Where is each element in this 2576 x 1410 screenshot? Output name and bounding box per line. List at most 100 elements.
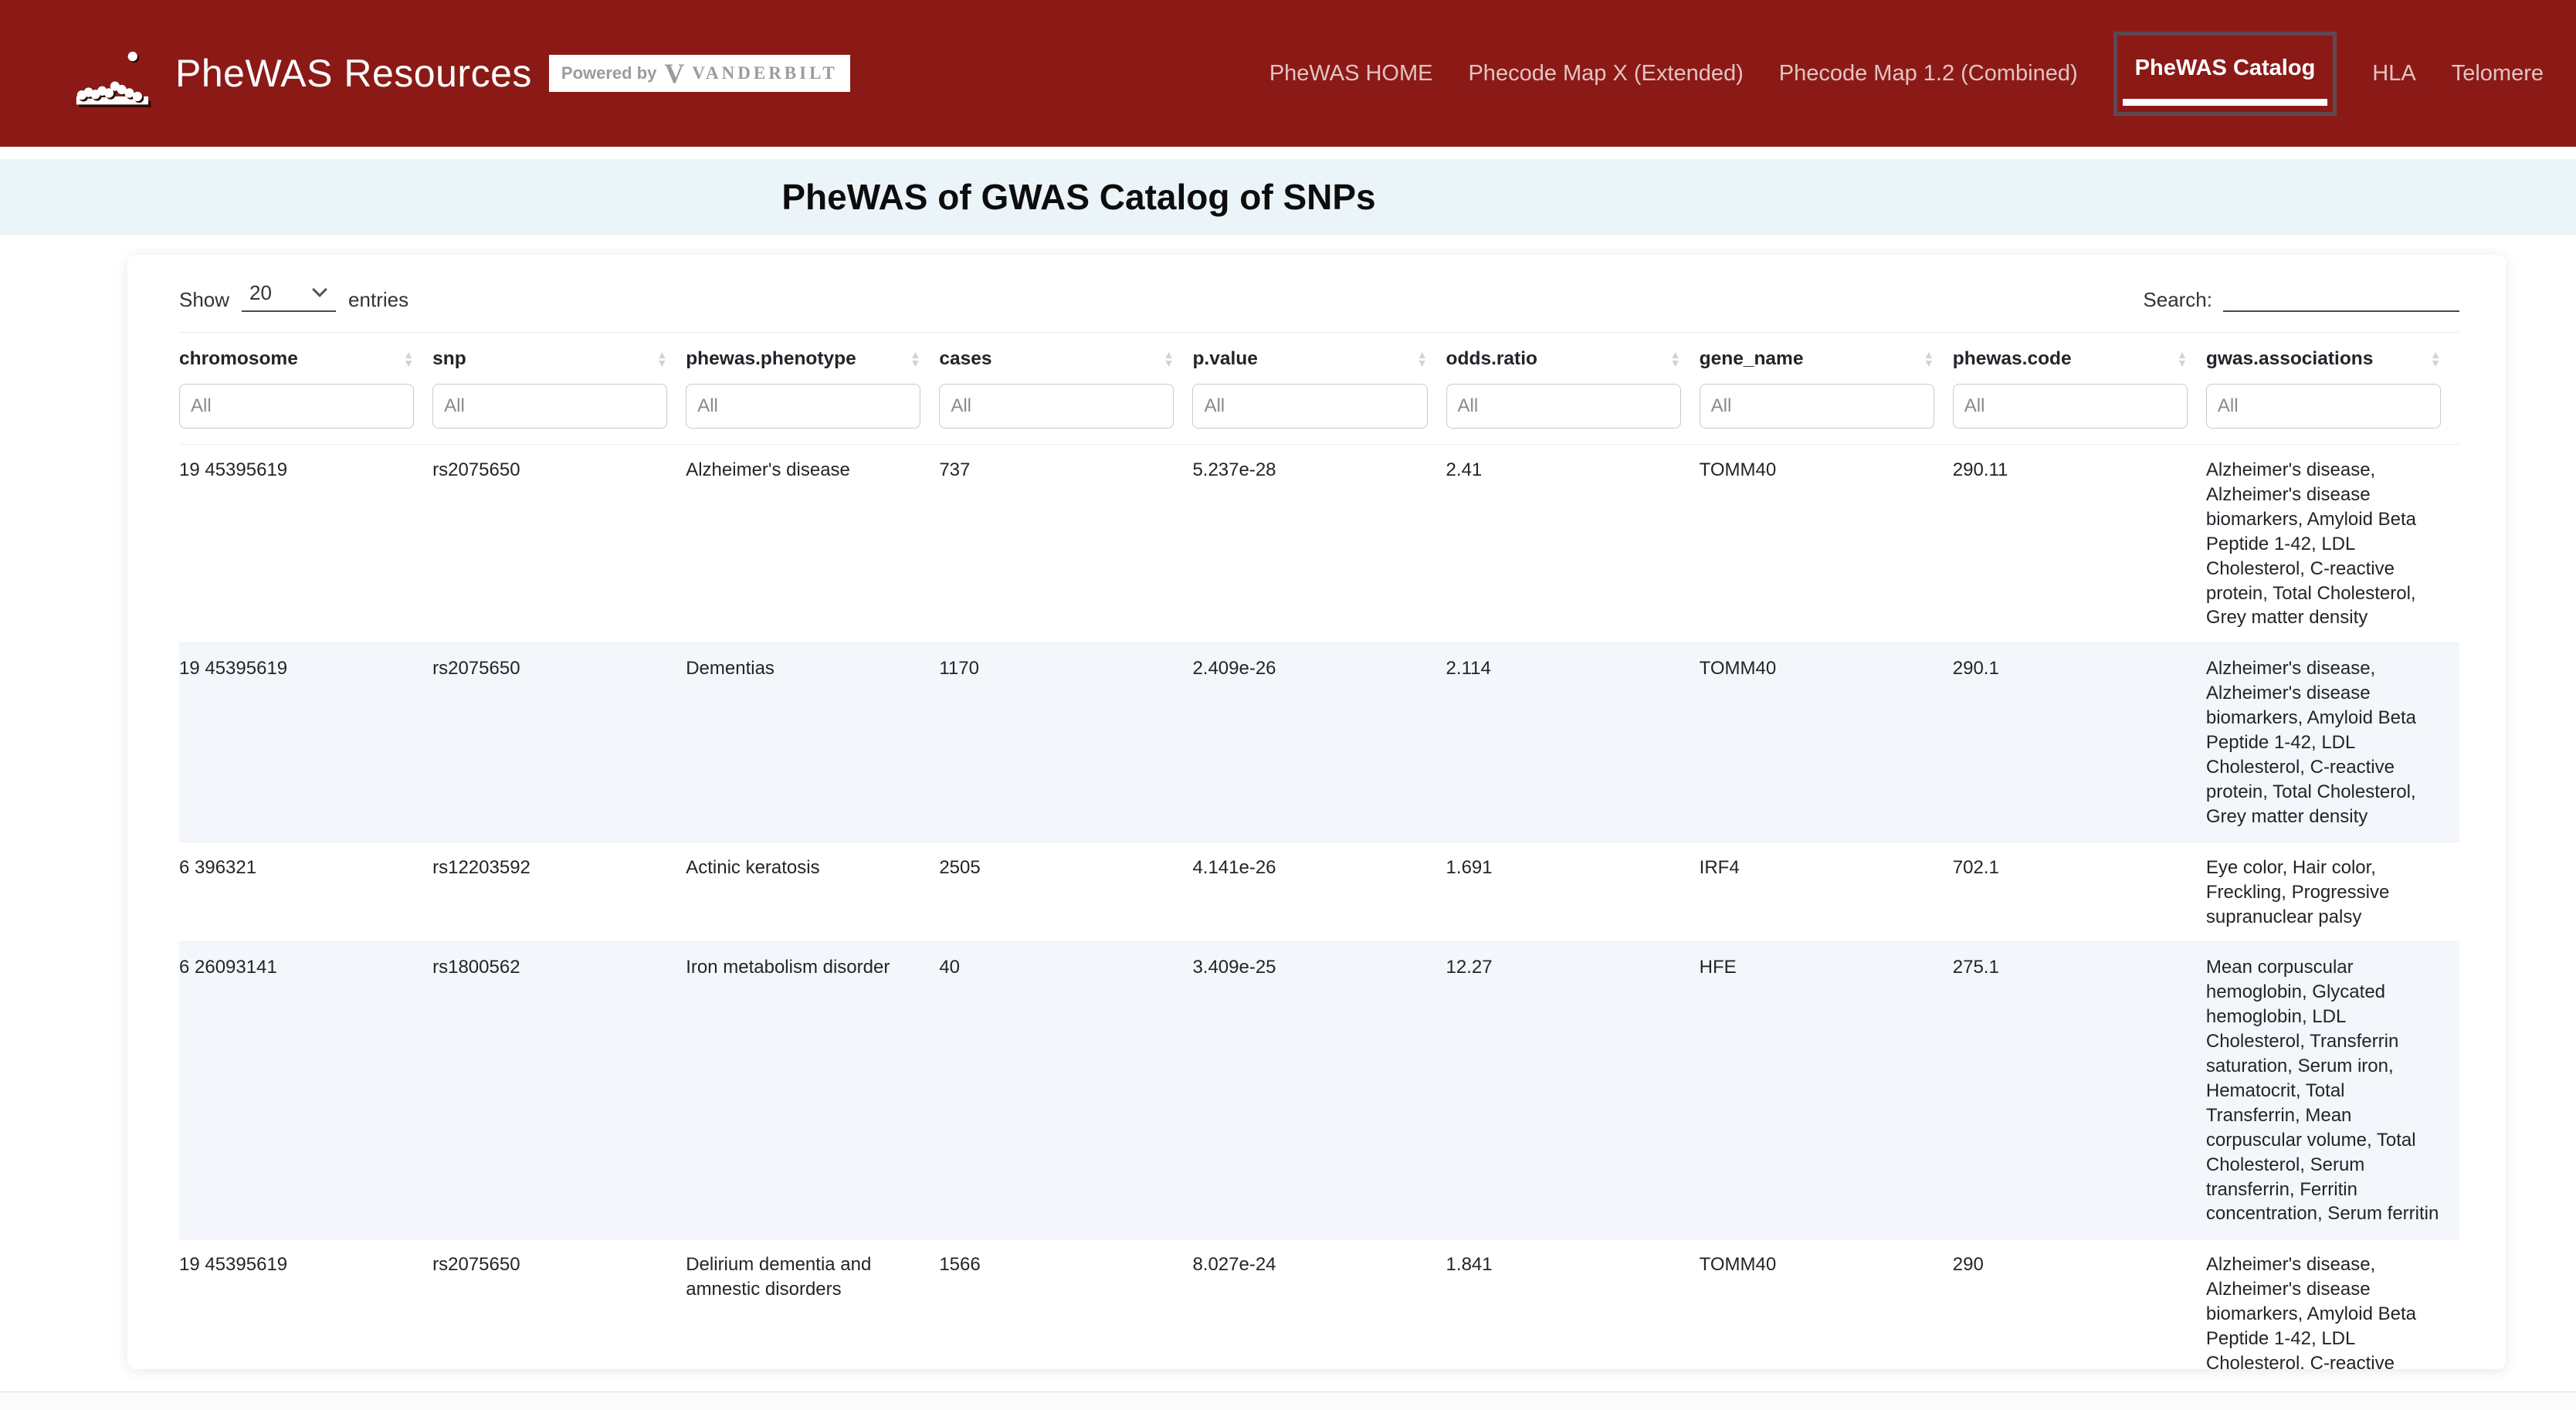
- cell-cases: 1170: [939, 658, 979, 680]
- nav-item-phecode-map-12[interactable]: Phecode Map 1.2 (Combined): [1778, 60, 2078, 86]
- cell-chromosome: 19 45395619: [179, 658, 288, 680]
- sort-icon: ▲ ▼: [1669, 348, 1681, 369]
- filter-input-snp[interactable]: [432, 384, 668, 429]
- cell-phewas-code: 275.1: [1952, 957, 1999, 978]
- table-controls: Show 20 entries Search:: [179, 281, 2459, 312]
- sort-icon: ▲ ▼: [1923, 348, 1934, 369]
- cell-snp: rs2075650: [432, 1254, 520, 1276]
- powered-by-badge: Powered by V VANDERBILT: [548, 55, 850, 92]
- search-input[interactable]: [2223, 282, 2459, 312]
- show-label: Show: [179, 288, 230, 311]
- cell-snp: rs2075650: [432, 658, 520, 680]
- sort-icon: ▲ ▼: [403, 348, 415, 369]
- entries-label: entries: [348, 288, 409, 311]
- cell-phewas-code: 290.11: [1952, 459, 2008, 480]
- cell-phewas-code: 290: [1952, 1254, 1984, 1276]
- powered-by-label: Powered by: [561, 63, 657, 83]
- nav-item-hla[interactable]: HLA: [2372, 60, 2416, 86]
- table-header-row: chromosome ▲ ▼ snp ▲ ▼ phewas.phenotype ▲ ▼ ca…: [179, 333, 2459, 381]
- col-header-gwas-associations[interactable]: gwas.associations ▲ ▼: [2205, 348, 2441, 369]
- catalog-card: Show 20 entries Search: chromosome ▲ ▼ snp…: [127, 255, 2506, 1369]
- cell-chromosome: 19 45395619: [179, 459, 288, 480]
- filter-input-phewas-phenotype[interactable]: [686, 384, 921, 429]
- page-footer: [0, 1391, 2576, 1410]
- table-row: 19 45395619 rs2075650 Delirium dementia …: [179, 1239, 2459, 1369]
- search-label: Search:: [2143, 288, 2212, 311]
- cell-snp: rs12203592: [432, 856, 530, 878]
- col-header-odds-ratio[interactable]: odds.ratio ▲ ▼: [1446, 348, 1681, 369]
- filter-input-gene-name[interactable]: [1699, 384, 1934, 429]
- nav-item-telomere[interactable]: Telomere: [2451, 60, 2544, 86]
- cell-odds-ratio: 1.691: [1446, 856, 1493, 878]
- table-row: 6 26093141 rs1800562 Iron metabolism dis…: [179, 941, 2459, 1239]
- filter-input-cases[interactable]: [939, 384, 1174, 429]
- cell-odds-ratio: 2.41: [1446, 459, 1483, 480]
- nav-item-phewas-home[interactable]: PheWAS HOME: [1269, 60, 1433, 86]
- phewas-manhattan-plot-logo-icon: [76, 51, 151, 107]
- cell-gene-name: HFE: [1699, 957, 1737, 978]
- main-nav: PheWAS HOME Phecode Map X (Extended) Phe…: [1269, 31, 2544, 116]
- app-header: PheWAS Resources Powered by V VANDERBILT…: [0, 0, 2576, 147]
- sort-icon: ▲ ▼: [656, 348, 668, 369]
- cell-gwas-associations: Alzheimer's disease, Alzheimer's disease…: [2205, 658, 2416, 827]
- filter-input-chromosome[interactable]: [179, 384, 415, 429]
- cell-phewas-code: 290.1: [1952, 658, 1999, 680]
- table-row: 19 45395619 rs2075650 Alzheimer's diseas…: [179, 444, 2459, 643]
- cell-gwas-associations: Mean corpuscular hemoglobin, Glycated he…: [2205, 957, 2439, 1225]
- cell-odds-ratio: 1.841: [1446, 1254, 1493, 1276]
- cell-phewas-phenotype: Alzheimer's disease: [686, 459, 850, 480]
- cell-gwas-associations: Eye color, Hair color, Freckling, Progre…: [2205, 856, 2390, 927]
- cell-gene-name: IRF4: [1699, 856, 1740, 878]
- cell-p-value: 4.141e-26: [1192, 856, 1276, 878]
- cell-gwas-associations: Alzheimer's disease, Alzheimer's disease…: [2205, 459, 2416, 629]
- filter-input-gwas-associations[interactable]: [2205, 384, 2441, 429]
- page-title: PheWAS of GWAS Catalog of SNPs: [781, 177, 1376, 217]
- sort-icon: ▲ ▼: [2430, 348, 2441, 369]
- cell-phewas-phenotype: Delirium dementia and amnestic disorders: [686, 1254, 872, 1300]
- sort-icon: ▲ ▼: [2177, 348, 2188, 369]
- cell-phewas-code: 702.1: [1952, 856, 1999, 878]
- cell-gene-name: TOMM40: [1699, 1254, 1777, 1276]
- col-header-chromosome[interactable]: chromosome ▲ ▼: [179, 348, 415, 369]
- cell-cases: 737: [939, 459, 971, 480]
- cell-gene-name: TOMM40: [1699, 658, 1777, 680]
- col-header-snp[interactable]: snp ▲ ▼: [432, 348, 668, 369]
- cell-chromosome: 6 396321: [179, 856, 257, 878]
- cell-p-value: 5.237e-28: [1192, 459, 1276, 480]
- table-row: 19 45395619 rs2075650 Dementias 1170 2.4…: [179, 642, 2459, 842]
- title-band: PheWAS of GWAS Catalog of SNPs: [0, 159, 2576, 235]
- cell-odds-ratio: 2.114: [1446, 658, 1491, 680]
- cell-phewas-phenotype: Dementias: [686, 658, 774, 680]
- cell-chromosome: 6 26093141: [179, 957, 277, 978]
- col-header-gene-name[interactable]: gene_name ▲ ▼: [1699, 348, 1934, 369]
- table-row: 6 396321 rs12203592 Actinic keratosis 25…: [179, 842, 2459, 942]
- sort-icon: ▲ ▼: [910, 348, 921, 369]
- cell-chromosome: 19 45395619: [179, 1254, 288, 1276]
- nav-item-phecode-map-x[interactable]: Phecode Map X (Extended): [1468, 60, 1744, 86]
- col-header-phewas-code[interactable]: phewas.code ▲ ▼: [1952, 348, 2188, 369]
- nav-item-phewas-catalog[interactable]: PheWAS Catalog: [2113, 31, 2337, 116]
- cell-p-value: 8.027e-24: [1192, 1254, 1276, 1276]
- cell-gene-name: TOMM40: [1699, 459, 1777, 480]
- vanderbilt-logo-icon: V: [664, 58, 685, 89]
- site-title: PheWAS Resources: [175, 52, 532, 95]
- sort-icon: ▲ ▼: [1163, 348, 1174, 369]
- cell-cases: 40: [939, 957, 961, 978]
- cell-gwas-associations: Alzheimer's disease, Alzheimer's disease…: [2205, 1254, 2416, 1369]
- cell-snp: rs2075650: [432, 459, 520, 480]
- col-header-p-value[interactable]: p.value ▲ ▼: [1192, 348, 1428, 369]
- filter-input-odds-ratio[interactable]: [1446, 384, 1681, 429]
- cell-odds-ratio: 12.27: [1446, 957, 1493, 978]
- cell-p-value: 2.409e-26: [1192, 658, 1276, 680]
- cell-cases: 1566: [939, 1254, 981, 1276]
- col-header-phewas-phenotype[interactable]: phewas.phenotype ▲ ▼: [686, 348, 921, 369]
- vanderbilt-label: VANDERBILT: [692, 63, 838, 83]
- cell-phewas-phenotype: Iron metabolism disorder: [686, 957, 890, 978]
- filter-input-phewas-code[interactable]: [1952, 384, 2188, 429]
- col-header-cases[interactable]: cases ▲ ▼: [939, 348, 1174, 369]
- results-table: chromosome ▲ ▼ snp ▲ ▼ phewas.phenotype ▲ ▼ ca…: [179, 332, 2459, 1369]
- search-control: Search:: [2143, 282, 2459, 312]
- filter-input-p-value[interactable]: [1192, 384, 1428, 429]
- page-length-select[interactable]: 20: [242, 281, 337, 312]
- cell-snp: rs1800562: [432, 957, 520, 978]
